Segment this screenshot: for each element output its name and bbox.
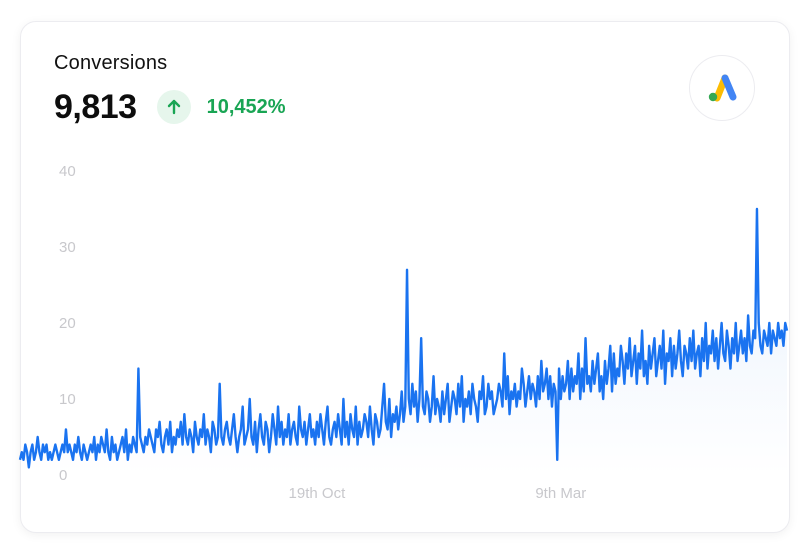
- y-axis-ticks: 0 10 20 30 40: [59, 163, 76, 484]
- x-tick-label: 9th Mar: [535, 485, 586, 502]
- y-tick-label: 10: [59, 391, 76, 408]
- metric-row: 9,813 10,452%: [54, 86, 286, 128]
- arrow-up-icon: [156, 90, 191, 124]
- y-tick-label: 20: [59, 315, 76, 332]
- series-area: [20, 209, 787, 475]
- card-title: Conversions: [54, 52, 168, 74]
- x-tick-label: 19th Oct: [289, 485, 347, 502]
- conversions-series-line: [18, 207, 789, 469]
- google-ads-logo: [689, 55, 755, 121]
- conversions-value: 9,813: [54, 87, 137, 126]
- y-tick-label: 0: [59, 467, 67, 484]
- y-tick-label: 30: [59, 239, 76, 256]
- google-ads-logo-icon: [708, 74, 737, 102]
- y-tick-label: 40: [59, 163, 76, 180]
- x-axis-ticks: 19th Oct 9th Mar: [289, 485, 587, 502]
- arrow-up-glyph: [167, 99, 180, 115]
- trend-percentage: 10,452%: [206, 95, 286, 118]
